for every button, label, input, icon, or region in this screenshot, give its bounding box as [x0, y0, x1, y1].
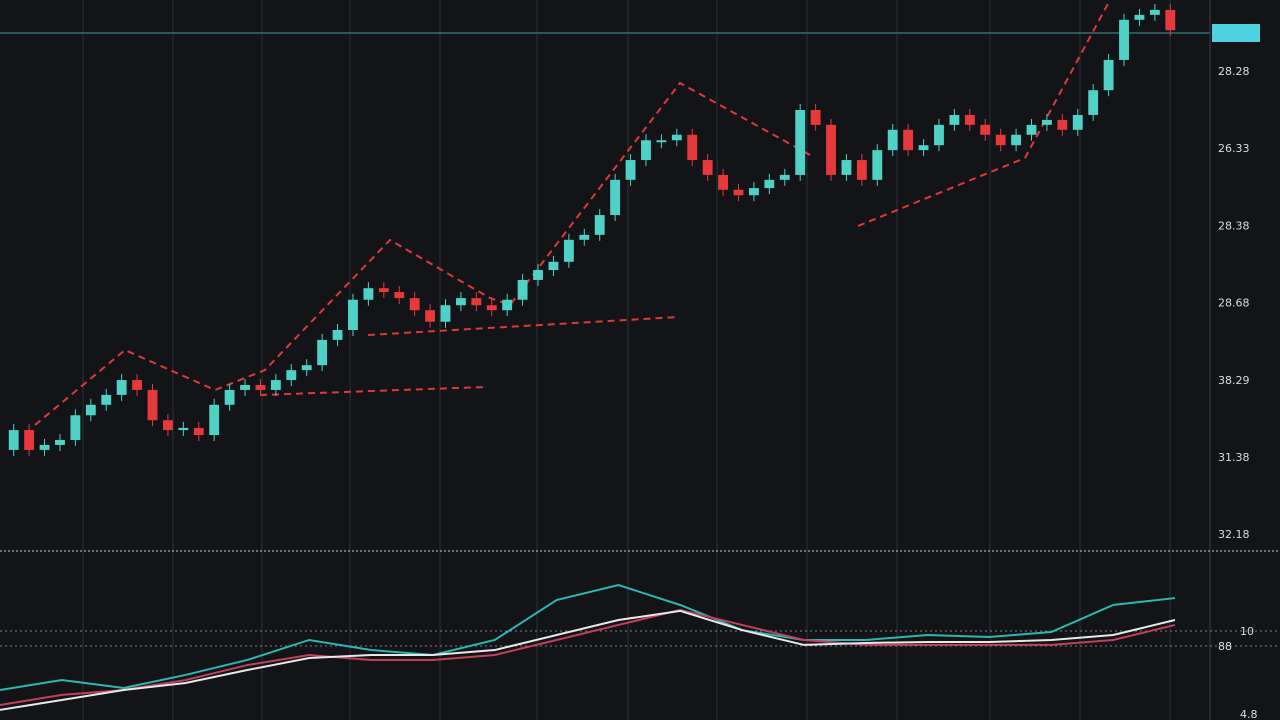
price-axis-label: 31.38 [1218, 451, 1250, 464]
candle-body [39, 444, 50, 450]
candle-body [132, 380, 143, 390]
candle-body [348, 299, 358, 330]
candle-body [24, 430, 35, 450]
candle-body [116, 380, 127, 395]
candle-body [440, 305, 451, 322]
candle-body [1149, 9, 1160, 15]
price-panel: 28.28 26.33 28.38 28.68 38.29 31.38 32.18 [8, 3, 1250, 541]
candle-body [301, 365, 312, 371]
candle-body [856, 160, 867, 180]
candle-body [1057, 119, 1068, 130]
candle-body [147, 389, 158, 421]
candle-body [1165, 9, 1176, 31]
candle-body [209, 404, 220, 436]
candle-body [594, 215, 605, 235]
indicator-axis-label: 4.8 [1240, 708, 1258, 720]
candle-body [748, 188, 759, 196]
candle-body [671, 134, 682, 141]
candle-body [162, 420, 173, 431]
candle-body [8, 430, 19, 450]
candle-body [625, 160, 636, 180]
candle-body [70, 415, 81, 440]
candle-body [964, 114, 975, 125]
candle-body [548, 261, 559, 271]
price-axis-label: 26.33 [1218, 142, 1250, 155]
candle-body [563, 239, 574, 262]
indicator-axis-label: 88 [1218, 640, 1232, 653]
candle-body [533, 270, 543, 280]
candle-body [224, 389, 235, 405]
candle-body [1072, 114, 1083, 130]
indicator-panel: 10 88 4.8 [0, 583, 1258, 720]
candle-body [1119, 19, 1129, 60]
candle-body [934, 124, 944, 146]
candle-body [1026, 124, 1037, 135]
indicator-line [0, 583, 1176, 691]
candle-body [887, 129, 898, 151]
candle-body [471, 298, 482, 306]
price-axis-label: 28.28 [1218, 65, 1250, 78]
candle-body [517, 279, 528, 300]
candle-body [425, 310, 436, 322]
candle-body [841, 160, 852, 175]
price-axis-label: 38.29 [1218, 374, 1250, 387]
indicator-line [0, 609, 1176, 711]
candle-body [918, 145, 929, 151]
candle-body [486, 305, 497, 311]
candle-body [718, 174, 729, 190]
indicator-axis-label: 10 [1240, 625, 1254, 638]
indicator-line [0, 608, 1176, 706]
candle-body [687, 134, 698, 161]
trendlines [34, 0, 1111, 426]
candle-body [949, 114, 960, 125]
candle-body [101, 394, 112, 405]
candle-body [656, 140, 667, 143]
candle-body [178, 427, 189, 431]
candle-body [795, 110, 806, 175]
candle-body [502, 299, 513, 311]
candle-body [810, 110, 821, 125]
candle-body [995, 134, 1006, 146]
candle-body [240, 385, 250, 390]
candle-body [378, 288, 389, 293]
candle-body [733, 189, 744, 196]
price-axis-label: 28.68 [1218, 297, 1250, 310]
price-axis-label: 32.18 [1218, 528, 1250, 541]
candle-body [1088, 90, 1099, 115]
candle-body [255, 385, 266, 390]
candle-body [610, 179, 621, 216]
candle-body [332, 330, 343, 340]
candle-body [872, 150, 883, 180]
candle-body [193, 427, 204, 436]
candle-body [286, 370, 297, 381]
candle-body [579, 234, 590, 240]
candle-body [455, 298, 466, 306]
candle-body [394, 292, 405, 299]
candle-body [826, 124, 836, 175]
candle-body [363, 288, 374, 300]
candle-body [1011, 134, 1022, 146]
candle-body [641, 140, 651, 161]
candle-body [1041, 119, 1052, 125]
price-axis-label: 28.38 [1218, 219, 1250, 232]
candle-body [409, 298, 420, 311]
candle-body [702, 160, 713, 175]
candle-body [85, 404, 96, 416]
candle-body [1103, 59, 1114, 91]
candle-body [764, 179, 775, 189]
candle-body [779, 174, 790, 180]
candle-body [270, 380, 281, 390]
candle-body [903, 129, 914, 151]
candle-body [317, 339, 328, 366]
candle-body [1134, 14, 1145, 20]
candle-body [55, 440, 65, 445]
candle-body [980, 124, 991, 135]
